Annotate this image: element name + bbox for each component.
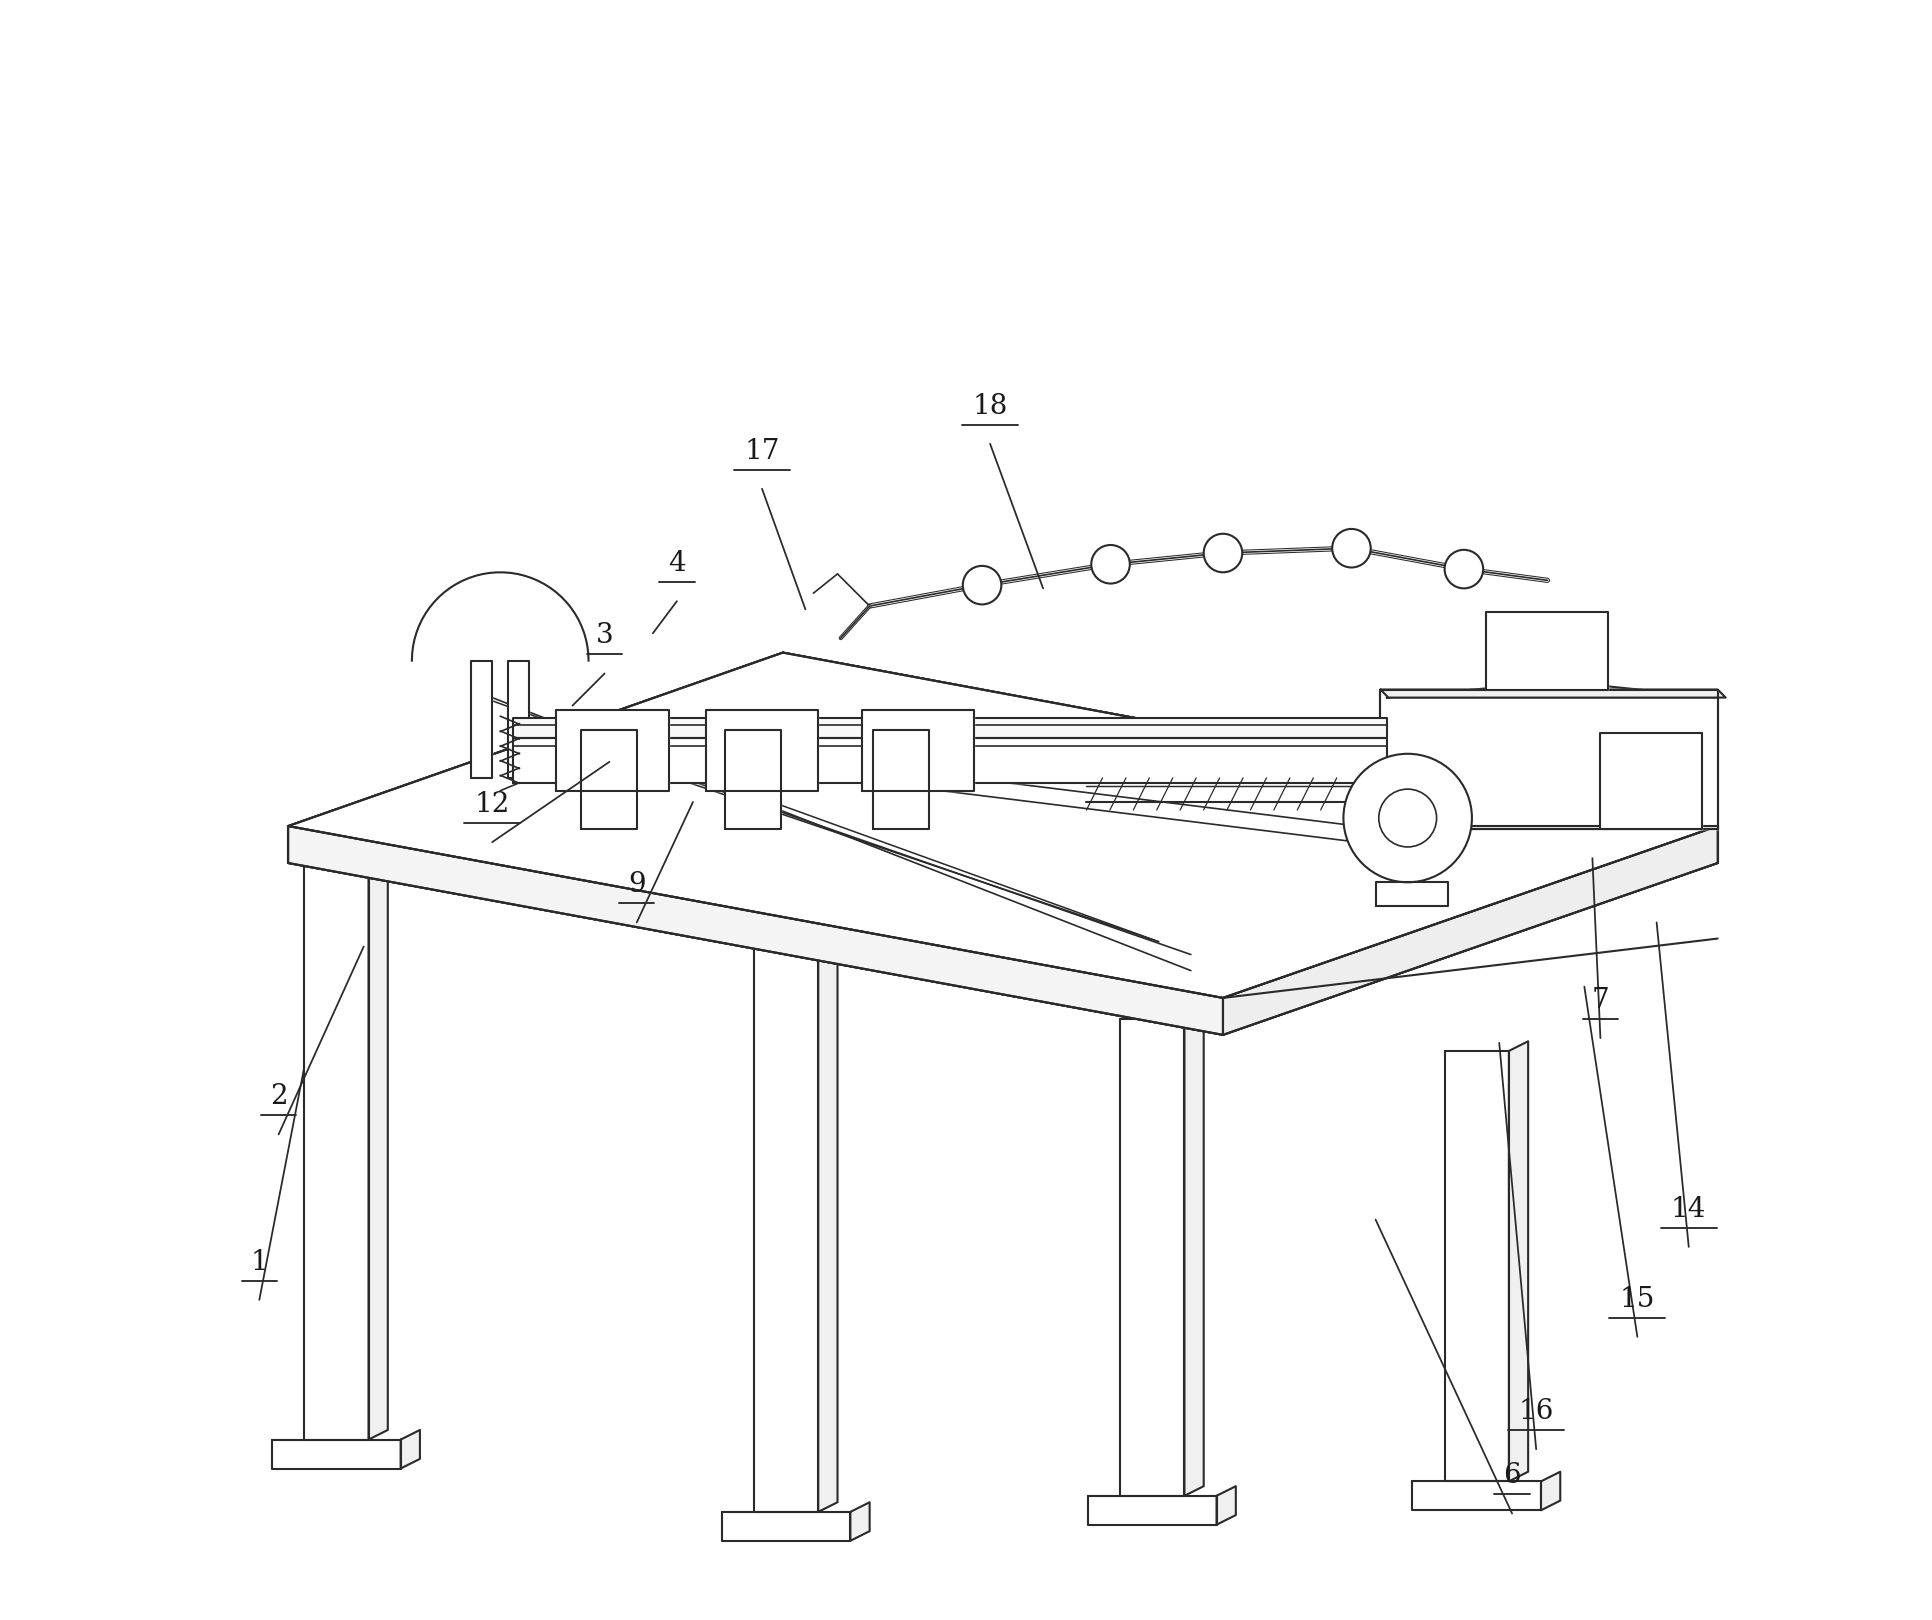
Polygon shape (303, 834, 369, 1440)
Polygon shape (288, 826, 1223, 1035)
Polygon shape (508, 661, 529, 778)
Polygon shape (1412, 1481, 1542, 1510)
Circle shape (962, 565, 1001, 604)
Polygon shape (1223, 826, 1718, 1035)
Polygon shape (753, 909, 819, 1511)
Text: 18: 18 (972, 392, 1009, 420)
Text: 2: 2 (270, 1084, 288, 1110)
Polygon shape (288, 653, 1718, 998)
Polygon shape (1600, 732, 1702, 829)
Polygon shape (723, 1511, 850, 1541)
Polygon shape (1184, 1009, 1204, 1495)
Polygon shape (819, 901, 837, 1511)
Text: 15: 15 (1619, 1286, 1656, 1312)
Polygon shape (1223, 826, 1718, 1035)
Text: 17: 17 (744, 437, 781, 465)
Polygon shape (471, 661, 493, 778)
Polygon shape (705, 711, 819, 791)
Text: 3: 3 (595, 622, 614, 650)
Polygon shape (850, 1502, 869, 1541)
Polygon shape (556, 711, 668, 791)
Polygon shape (1445, 1051, 1509, 1481)
Polygon shape (1217, 1486, 1236, 1524)
Text: 4: 4 (668, 551, 686, 577)
Polygon shape (514, 737, 1387, 782)
Polygon shape (1387, 826, 1718, 829)
Polygon shape (1088, 1495, 1217, 1524)
Text: 6: 6 (1503, 1463, 1520, 1489)
Text: 9: 9 (628, 872, 645, 899)
Polygon shape (369, 825, 388, 1440)
Text: 14: 14 (1671, 1196, 1706, 1223)
Polygon shape (724, 729, 781, 829)
Text: 1: 1 (251, 1249, 269, 1277)
Polygon shape (1486, 612, 1609, 690)
Text: 16: 16 (1519, 1398, 1553, 1426)
Polygon shape (288, 653, 1718, 998)
Polygon shape (1387, 682, 1718, 698)
Polygon shape (1542, 1471, 1561, 1510)
Circle shape (1333, 530, 1370, 567)
Circle shape (1379, 789, 1437, 847)
Polygon shape (400, 1430, 419, 1468)
Circle shape (1343, 753, 1472, 883)
Polygon shape (862, 711, 974, 791)
Polygon shape (1379, 690, 1725, 698)
Text: 12: 12 (475, 791, 510, 818)
Circle shape (1092, 544, 1130, 583)
Polygon shape (1379, 690, 1718, 829)
Polygon shape (1509, 1042, 1528, 1481)
Polygon shape (514, 718, 1387, 737)
Polygon shape (288, 826, 1223, 1035)
Text: 7: 7 (1592, 987, 1609, 1014)
Polygon shape (873, 729, 929, 829)
Polygon shape (580, 729, 638, 829)
Circle shape (1445, 549, 1484, 588)
Polygon shape (1376, 883, 1447, 906)
Polygon shape (272, 1440, 400, 1468)
Circle shape (1204, 533, 1242, 572)
Polygon shape (1121, 1019, 1184, 1495)
